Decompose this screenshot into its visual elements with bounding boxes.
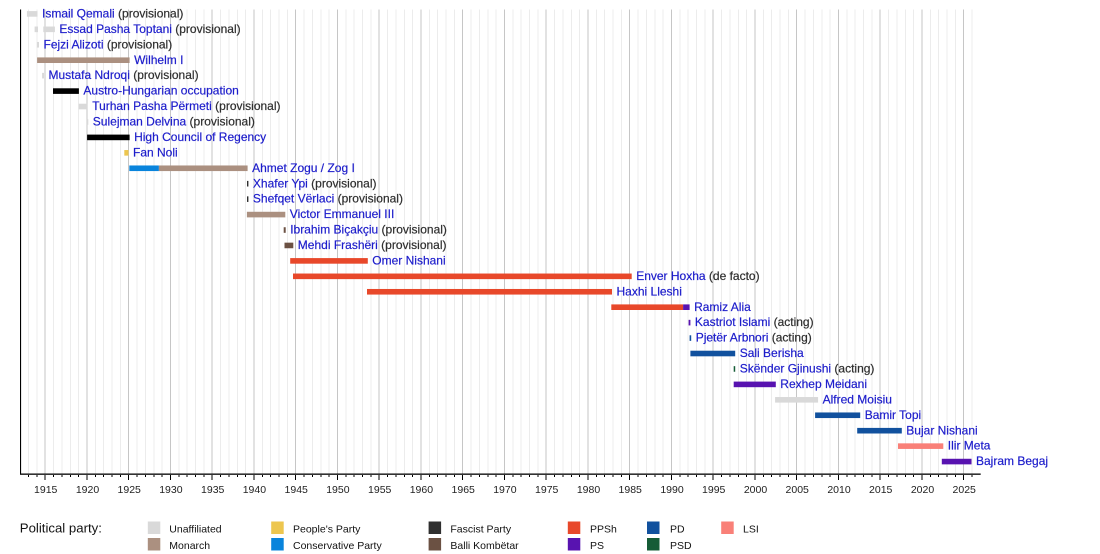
svg-text:Alfred Moisiu: Alfred Moisiu	[823, 392, 892, 406]
svg-text:PD: PD	[670, 524, 685, 536]
svg-text:1985: 1985	[619, 484, 643, 496]
svg-text:1955: 1955	[368, 484, 392, 496]
svg-text:Skënder Gjinushi (acting): Skënder Gjinushi (acting)	[740, 362, 875, 376]
svg-text:1935: 1935	[201, 484, 225, 496]
svg-text:Ilir Meta: Ilir Meta	[948, 439, 991, 453]
svg-text:1915: 1915	[34, 484, 58, 496]
svg-text:Ibrahim Biçakçiu (provisional): Ibrahim Biçakçiu (provisional)	[290, 223, 447, 237]
svg-text:Political party:: Political party:	[20, 520, 102, 535]
svg-text:1930: 1930	[159, 484, 183, 496]
svg-text:1920: 1920	[76, 484, 100, 496]
svg-text:High Council of Regency: High Council of Regency	[134, 130, 266, 144]
svg-text:PSD: PSD	[670, 540, 692, 552]
svg-text:1965: 1965	[452, 484, 476, 496]
svg-text:Wilhelm I: Wilhelm I	[134, 53, 183, 67]
svg-text:Mustafa Ndroqi (provisional): Mustafa Ndroqi (provisional)	[49, 68, 199, 82]
svg-text:1950: 1950	[326, 484, 350, 496]
svg-text:Fascist Party: Fascist Party	[450, 524, 511, 536]
svg-text:1980: 1980	[577, 484, 601, 496]
svg-text:2015: 2015	[869, 484, 893, 496]
svg-text:PS: PS	[590, 540, 604, 552]
svg-text:Ramiz Alia: Ramiz Alia	[694, 300, 751, 314]
svg-text:Bujar Nishani: Bujar Nishani	[906, 423, 977, 437]
svg-text:Unaffiliated: Unaffiliated	[169, 524, 222, 536]
svg-text:1970: 1970	[493, 484, 517, 496]
svg-text:PPSh: PPSh	[590, 524, 617, 536]
svg-text:1995: 1995	[702, 484, 726, 496]
svg-text:Ahmet Zogu / Zog I: Ahmet Zogu / Zog I	[252, 161, 355, 175]
svg-text:Austro-Hungarian occupation: Austro-Hungarian occupation	[83, 84, 238, 98]
svg-text:Balli Kombëtar: Balli Kombëtar	[450, 540, 519, 552]
svg-text:1945: 1945	[285, 484, 309, 496]
svg-text:Shefqet Vërlaci (provisional): Shefqet Vërlaci (provisional)	[253, 192, 403, 206]
svg-text:Rexhep Meidani: Rexhep Meidani	[780, 377, 867, 391]
svg-text:People's Party: People's Party	[293, 524, 361, 536]
svg-text:Sali Berisha: Sali Berisha	[740, 346, 804, 360]
svg-text:Fan Noli: Fan Noli	[133, 145, 178, 159]
svg-text:Conservative Party: Conservative Party	[293, 540, 382, 552]
svg-text:2025: 2025	[953, 484, 977, 496]
svg-text:2005: 2005	[786, 484, 810, 496]
svg-text:2020: 2020	[911, 484, 935, 496]
svg-text:Omer Nishani: Omer Nishani	[372, 254, 445, 268]
svg-text:Kastriot Islami (acting): Kastriot Islami (acting)	[695, 315, 814, 329]
svg-text:Essad Pasha Toptani (provision: Essad Pasha Toptani (provisional)	[59, 22, 240, 36]
svg-text:2010: 2010	[827, 484, 851, 496]
svg-text:Xhafer Ypi (provisional): Xhafer Ypi (provisional)	[253, 176, 377, 190]
svg-text:Monarch: Monarch	[169, 540, 210, 552]
svg-text:1960: 1960	[410, 484, 434, 496]
svg-text:1925: 1925	[118, 484, 142, 496]
svg-text:Fejzi Alizoti (provisional): Fejzi Alizoti (provisional)	[44, 37, 173, 51]
svg-text:1990: 1990	[660, 484, 684, 496]
svg-text:2000: 2000	[744, 484, 768, 496]
svg-text:Victor Emmanuel III: Victor Emmanuel III	[290, 207, 394, 221]
svg-text:Enver Hoxha (de facto): Enver Hoxha (de facto)	[636, 269, 759, 283]
svg-text:1975: 1975	[535, 484, 559, 496]
svg-text:1940: 1940	[243, 484, 267, 496]
svg-text:Pjetër Arbnori (acting): Pjetër Arbnori (acting)	[696, 331, 812, 345]
svg-text:LSI: LSI	[743, 524, 759, 536]
svg-text:Turhan Pasha Përmeti (provisio: Turhan Pasha Përmeti (provisional)	[92, 99, 280, 113]
svg-text:Bajram Begaj: Bajram Begaj	[976, 454, 1048, 468]
svg-text:Ismail Qemali (provisional): Ismail Qemali (provisional)	[42, 7, 183, 21]
svg-text:Bamir Topi: Bamir Topi	[865, 408, 921, 422]
svg-text:Mehdi Frashëri (provisional): Mehdi Frashëri (provisional)	[298, 238, 447, 252]
svg-text:Haxhi Lleshi: Haxhi Lleshi	[617, 284, 682, 298]
svg-text:Sulejman Delvina (provisional): Sulejman Delvina (provisional)	[93, 115, 255, 129]
